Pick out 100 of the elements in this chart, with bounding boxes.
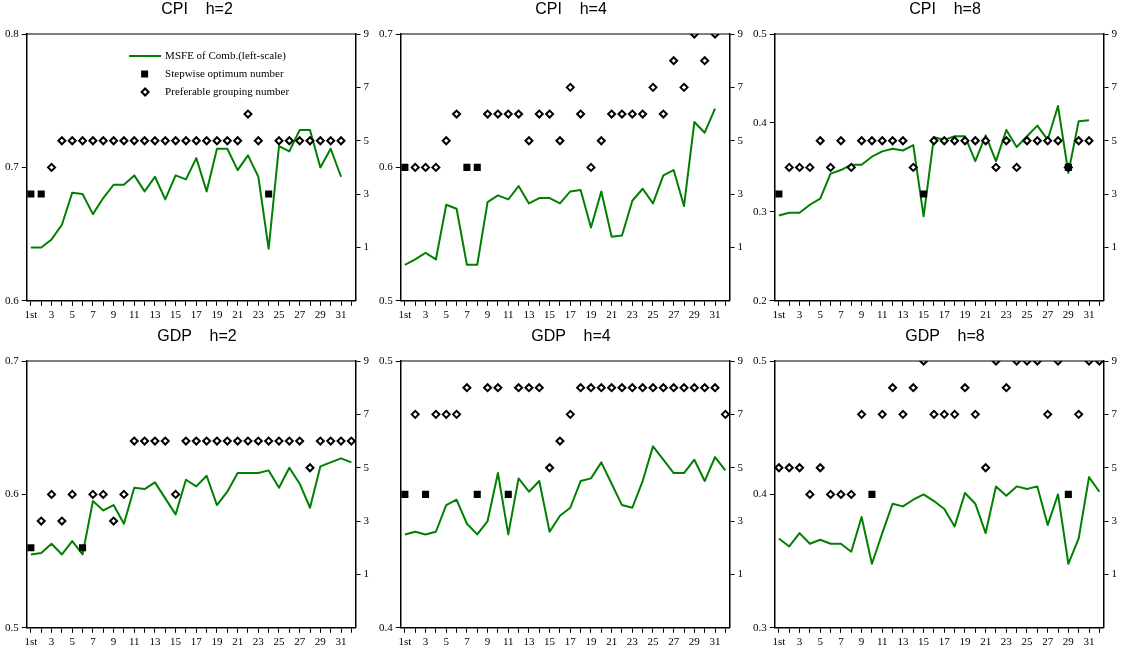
point bbox=[504, 490, 512, 498]
point bbox=[109, 136, 119, 146]
point bbox=[596, 136, 606, 146]
x-tick-label: 7 bbox=[464, 635, 471, 648]
legend-label: Preferable grouping number bbox=[165, 84, 290, 97]
point bbox=[700, 56, 710, 66]
x-tick-label: 25 bbox=[647, 308, 659, 321]
point bbox=[140, 436, 150, 446]
point bbox=[346, 436, 356, 446]
y-tick-label: 0.3 bbox=[753, 204, 768, 217]
x-tick-label: 3 bbox=[48, 635, 55, 648]
point bbox=[181, 136, 191, 146]
point bbox=[514, 383, 524, 393]
point bbox=[607, 383, 617, 393]
point bbox=[253, 436, 263, 446]
point bbox=[586, 162, 596, 172]
x-tick-label: 19 bbox=[211, 635, 223, 648]
y-tick-label: 0.7 bbox=[5, 160, 20, 173]
point bbox=[67, 489, 77, 499]
point bbox=[658, 383, 668, 393]
point bbox=[483, 383, 493, 393]
point bbox=[877, 136, 887, 146]
point bbox=[67, 136, 77, 146]
point bbox=[422, 490, 430, 498]
point bbox=[720, 409, 730, 419]
x-tick-label: 15 bbox=[170, 635, 182, 648]
x-tick-label: 9 bbox=[858, 635, 865, 648]
point bbox=[431, 162, 441, 172]
point bbox=[607, 109, 617, 119]
x-tick-label: 19 bbox=[959, 308, 971, 321]
point bbox=[710, 383, 720, 393]
point bbox=[295, 436, 305, 446]
point bbox=[836, 489, 846, 499]
point bbox=[981, 463, 991, 473]
x-tick-label: 5 bbox=[69, 308, 76, 321]
point bbox=[950, 409, 960, 419]
x-tick-label: 19 bbox=[211, 308, 223, 321]
y-tick-label: 0.5 bbox=[753, 353, 768, 366]
point bbox=[555, 136, 565, 146]
point bbox=[253, 136, 263, 146]
point bbox=[119, 489, 129, 499]
y-tick-label: 0.5 bbox=[753, 26, 768, 39]
point bbox=[305, 136, 315, 146]
y2-tick-label: 7 bbox=[1111, 80, 1118, 93]
x-tick-label: 17 bbox=[938, 308, 951, 321]
point bbox=[160, 436, 170, 446]
point bbox=[171, 136, 181, 146]
x-tick-label: 29 bbox=[1062, 308, 1075, 321]
point bbox=[627, 383, 637, 393]
point bbox=[315, 436, 325, 446]
x-tick-label: 21 bbox=[980, 308, 992, 321]
x-tick-label: 3 bbox=[796, 635, 803, 648]
point bbox=[877, 409, 887, 419]
legend-label: Stepwise optimum number bbox=[165, 66, 284, 79]
point bbox=[274, 436, 284, 446]
x-tick-label: 27 bbox=[1042, 635, 1054, 648]
x-tick-label: 17 bbox=[938, 635, 951, 648]
point bbox=[222, 136, 232, 146]
y2-tick-label: 9 bbox=[1111, 353, 1118, 366]
point bbox=[1084, 136, 1094, 146]
chart-title: CPI h=8 bbox=[908, 0, 982, 19]
x-tick-label: 3 bbox=[48, 308, 55, 321]
point bbox=[774, 463, 784, 473]
point bbox=[784, 463, 794, 473]
point bbox=[222, 436, 232, 446]
point bbox=[243, 109, 253, 119]
y-tick-label: 0.6 bbox=[5, 487, 20, 500]
x-tick-label: 15 bbox=[170, 308, 182, 321]
point bbox=[524, 136, 534, 146]
point bbox=[1074, 136, 1084, 146]
x-tick-label: 27 bbox=[1042, 308, 1054, 321]
x-tick-label: 25 bbox=[1021, 308, 1033, 321]
y-tick-label: 0.4 bbox=[753, 487, 768, 500]
y2-tick-label: 9 bbox=[737, 26, 744, 39]
point bbox=[929, 136, 939, 146]
y2-tick-label: 3 bbox=[1111, 186, 1118, 199]
chart-title: GDP h=4 bbox=[530, 327, 612, 346]
y2-tick-label: 5 bbox=[1111, 460, 1118, 473]
y-tick-label: 0.2 bbox=[753, 293, 767, 306]
point bbox=[36, 516, 46, 526]
y2-tick-label: 3 bbox=[363, 186, 370, 199]
point bbox=[1012, 162, 1022, 172]
point bbox=[857, 136, 867, 146]
point bbox=[284, 436, 294, 446]
point bbox=[493, 109, 503, 119]
x-tick-label: 21 bbox=[232, 308, 244, 321]
y2-tick-label: 3 bbox=[1111, 513, 1118, 526]
y2-tick-label: 1 bbox=[1111, 240, 1117, 253]
point bbox=[202, 136, 212, 146]
y2-tick-label: 5 bbox=[363, 133, 370, 146]
x-tick-label: 1st bbox=[398, 635, 412, 648]
x-tick-label: 1st bbox=[24, 308, 38, 321]
point bbox=[950, 136, 960, 146]
x-tick-label: 19 bbox=[959, 635, 971, 648]
x-tick-label: 11 bbox=[128, 308, 140, 321]
x-tick-label: 11 bbox=[128, 635, 140, 648]
x-tick-label: 25 bbox=[647, 635, 659, 648]
point bbox=[129, 136, 139, 146]
x-tick-label: 1st bbox=[772, 635, 786, 648]
chart-title: GDP h=2 bbox=[156, 327, 238, 346]
